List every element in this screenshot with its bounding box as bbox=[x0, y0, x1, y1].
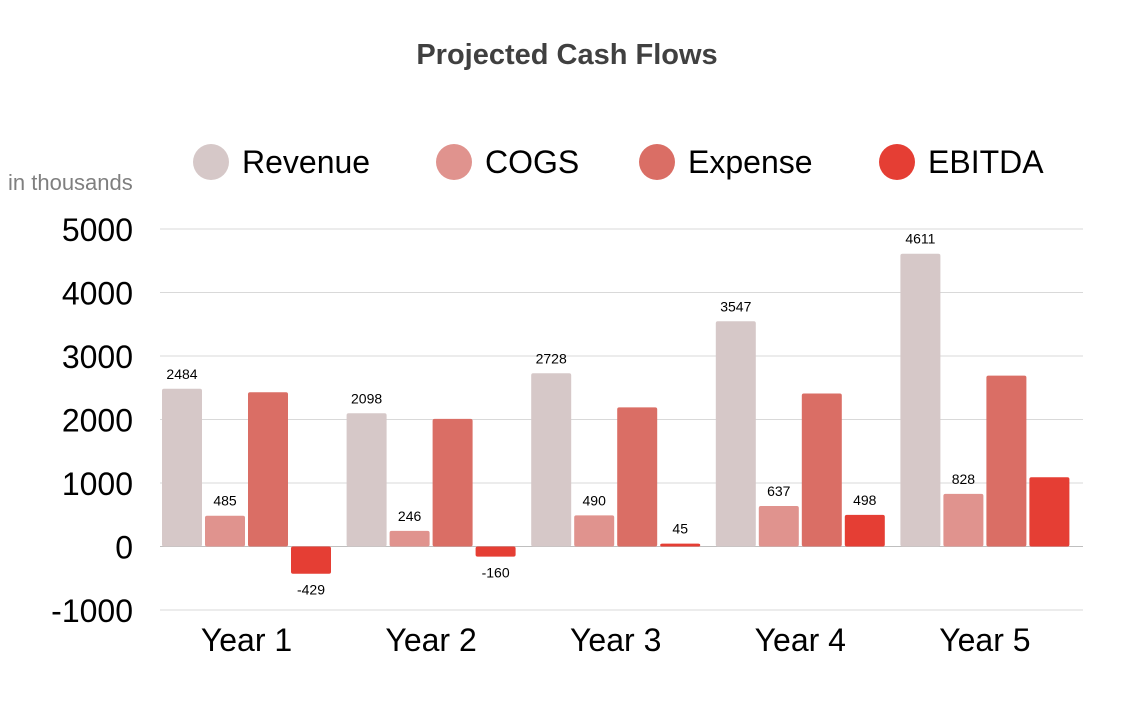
data-label-revenue-year-2: 2098 bbox=[351, 390, 382, 406]
bar-ebitda-year-5 bbox=[1029, 477, 1070, 547]
bar-expense-year-4 bbox=[801, 393, 842, 547]
x-tick-label-year-1: Year 1 bbox=[201, 622, 292, 658]
chart-bars bbox=[162, 253, 1070, 574]
data-label-revenue-year-1: 2484 bbox=[166, 366, 197, 382]
bar-revenue-year-5 bbox=[900, 253, 941, 547]
y-tick-label: 3000 bbox=[62, 339, 133, 375]
legend-marker-expense bbox=[639, 144, 675, 180]
chart-title: Projected Cash Flows bbox=[416, 39, 717, 71]
y-tick-label: 0 bbox=[115, 530, 133, 566]
y-tick-label: 4000 bbox=[62, 276, 133, 312]
data-label-ebitda-year-4: 498 bbox=[853, 492, 877, 508]
bar-expense-year-3 bbox=[617, 407, 658, 547]
bar-cogs-year-1 bbox=[205, 515, 245, 547]
bar-expense-year-5 bbox=[986, 375, 1027, 547]
y-tick-label: 1000 bbox=[62, 466, 133, 502]
data-label-revenue-year-4: 3547 bbox=[720, 298, 751, 314]
chart-data-labels: 2484 485 -429 2098 246 -160 2728 490 45 3547 637 49… bbox=[166, 231, 975, 598]
data-label-cogs-year-3: 490 bbox=[583, 492, 607, 508]
data-label-cogs-year-2: 246 bbox=[398, 508, 422, 524]
legend-label-ebitda: EBITDA bbox=[928, 144, 1044, 180]
bar-ebitda-year-4 bbox=[844, 514, 885, 547]
y-tick-label: 2000 bbox=[62, 403, 133, 439]
data-label-cogs-year-5: 828 bbox=[952, 471, 976, 487]
bar-cogs-year-3 bbox=[574, 515, 615, 547]
legend-marker-cogs bbox=[436, 144, 472, 180]
data-label-revenue-year-5: 4611 bbox=[905, 231, 935, 247]
y-axis-ticks: 5000 4000 3000 2000 1000 0 -1000 bbox=[51, 212, 133, 629]
bar-cogs-year-4 bbox=[758, 506, 799, 547]
y-axis-unit-label: in thousands bbox=[8, 170, 133, 195]
y-tick-label: 5000 bbox=[62, 212, 133, 248]
y-tick-label: -1000 bbox=[51, 593, 133, 629]
data-label-ebitda-year-3: 45 bbox=[672, 521, 688, 537]
legend-marker-revenue bbox=[193, 144, 229, 180]
x-axis-ticks: Year 1 Year 2 Year 3 Year 4 Year 5 bbox=[201, 622, 1031, 658]
legend-label-expense: Expense bbox=[688, 144, 813, 180]
x-tick-label-year-2: Year 2 bbox=[385, 622, 476, 658]
x-tick-label-year-3: Year 3 bbox=[570, 622, 661, 658]
bar-ebitda-year-2 bbox=[475, 546, 516, 557]
legend-marker-ebitda bbox=[879, 144, 915, 180]
data-label-revenue-year-3: 2728 bbox=[536, 350, 567, 366]
bar-expense-year-1 bbox=[248, 392, 288, 547]
data-label-ebitda-year-1: -429 bbox=[297, 582, 325, 598]
bar-expense-year-2 bbox=[432, 418, 473, 547]
bar-cogs-year-2 bbox=[389, 530, 430, 547]
data-label-cogs-year-4: 637 bbox=[767, 483, 791, 499]
bar-revenue-year-2 bbox=[346, 413, 387, 547]
bar-revenue-year-1 bbox=[162, 388, 202, 547]
x-tick-label-year-4: Year 4 bbox=[755, 622, 846, 658]
bar-revenue-year-3 bbox=[531, 373, 572, 547]
bar-cogs-year-5 bbox=[943, 493, 984, 547]
legend-label-revenue: Revenue bbox=[242, 144, 370, 180]
data-label-cogs-year-1: 485 bbox=[213, 493, 237, 509]
chart-legend: Revenue COGS Expense EBITDA bbox=[193, 144, 1044, 180]
legend-label-cogs: COGS bbox=[485, 144, 579, 180]
bar-ebitda-year-3 bbox=[660, 543, 701, 547]
data-label-ebitda-year-2: -160 bbox=[482, 565, 510, 581]
x-tick-label-year-5: Year 5 bbox=[939, 622, 1030, 658]
bar-revenue-year-4 bbox=[715, 321, 756, 547]
bar-ebitda-year-1 bbox=[291, 546, 331, 574]
